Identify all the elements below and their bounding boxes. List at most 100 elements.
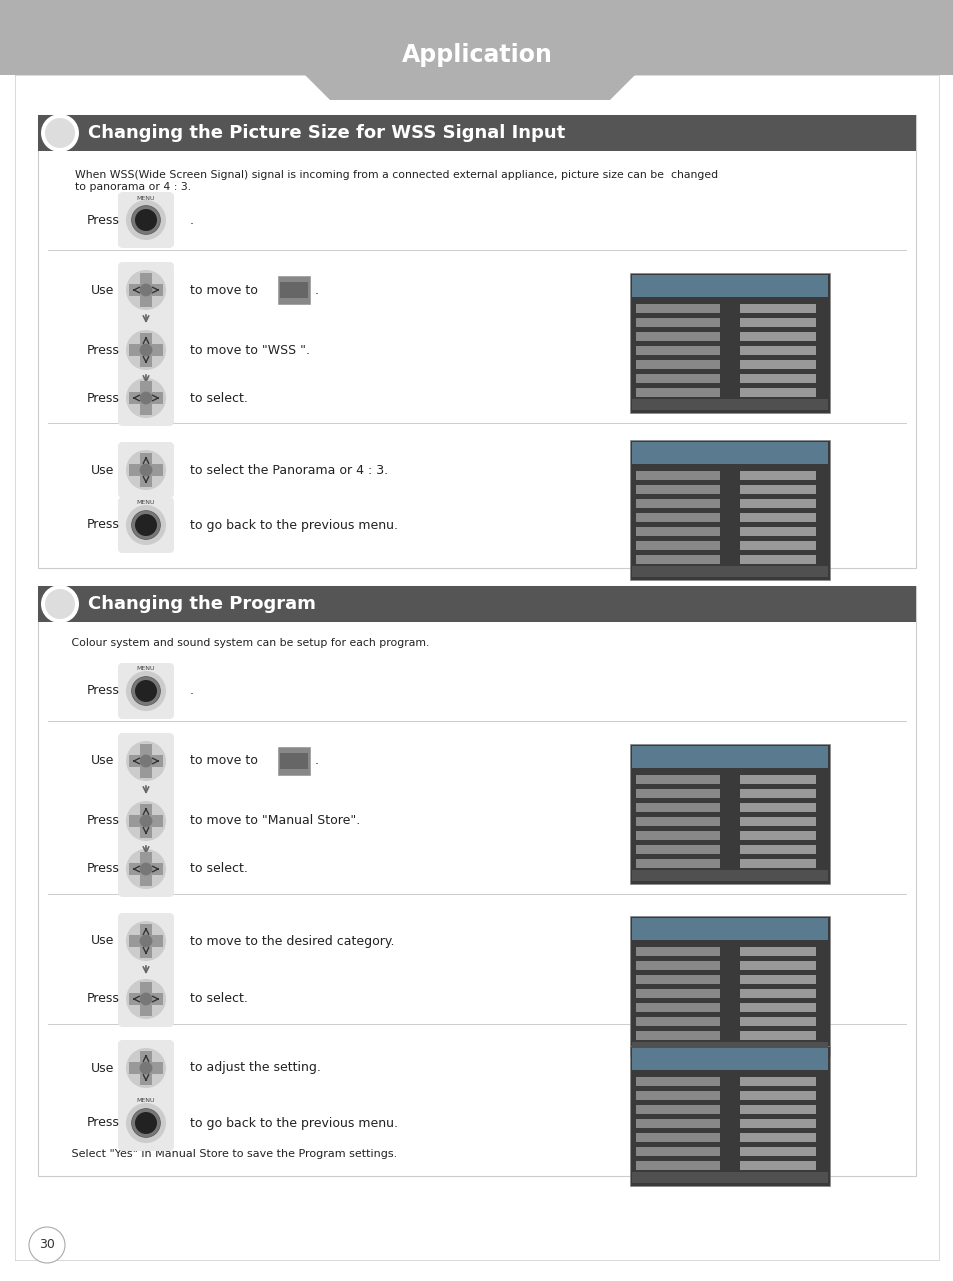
Text: When WSS(Wide Screen Signal) signal is incoming from a connected external applia: When WSS(Wide Screen Signal) signal is i… — [68, 170, 718, 192]
Text: Press: Press — [87, 519, 119, 532]
Text: MENU: MENU — [136, 1099, 155, 1103]
Bar — [740, 961, 815, 970]
Circle shape — [139, 464, 152, 477]
Text: to go back to the previous menu.: to go back to the previous menu. — [190, 1117, 397, 1130]
Text: to select.: to select. — [190, 392, 248, 405]
Text: Press: Press — [87, 392, 119, 405]
Bar — [140, 924, 152, 958]
Bar — [636, 1161, 720, 1170]
Circle shape — [132, 1108, 160, 1138]
Text: Changing the Picture Size for WSS Signal Input: Changing the Picture Size for WSS Signal… — [88, 124, 565, 142]
Bar — [38, 585, 915, 1176]
Circle shape — [139, 815, 152, 828]
Bar — [636, 318, 720, 327]
Bar — [636, 975, 720, 984]
FancyBboxPatch shape — [118, 664, 173, 719]
Bar — [140, 744, 152, 778]
Bar — [636, 332, 720, 341]
Text: to move to: to move to — [190, 755, 257, 767]
FancyBboxPatch shape — [118, 192, 173, 249]
Bar — [636, 346, 720, 355]
Bar — [636, 947, 720, 956]
Bar — [140, 804, 152, 838]
Bar — [740, 484, 815, 494]
Text: Select "Yes" in Manual Store to save the Program settings.: Select "Yes" in Manual Store to save the… — [68, 1149, 396, 1159]
Bar — [636, 1104, 720, 1114]
Text: Use: Use — [91, 1062, 114, 1075]
Circle shape — [126, 801, 166, 842]
Bar — [631, 1172, 827, 1184]
Circle shape — [126, 378, 166, 418]
FancyBboxPatch shape — [118, 263, 173, 318]
FancyBboxPatch shape — [118, 842, 173, 897]
Text: to select.: to select. — [190, 862, 248, 875]
Bar — [629, 1047, 829, 1186]
Bar — [740, 1091, 815, 1100]
Bar — [740, 526, 815, 535]
Circle shape — [139, 283, 152, 296]
Bar — [629, 744, 829, 884]
Bar — [636, 304, 720, 313]
Bar — [38, 585, 915, 623]
Text: to move to "Manual Store".: to move to "Manual Store". — [190, 815, 360, 828]
Bar — [140, 273, 152, 307]
Bar — [129, 392, 163, 404]
Text: Use: Use — [91, 464, 114, 477]
Circle shape — [126, 671, 166, 711]
Bar — [740, 318, 815, 327]
Text: .: . — [314, 283, 318, 296]
Bar — [636, 512, 720, 521]
Text: Press: Press — [87, 214, 119, 227]
FancyBboxPatch shape — [118, 322, 173, 378]
Text: .: . — [190, 684, 193, 697]
Bar — [636, 1017, 720, 1026]
Bar — [740, 512, 815, 521]
Bar — [636, 803, 720, 812]
Bar — [740, 831, 815, 840]
Circle shape — [132, 205, 160, 234]
Text: Colour system and sound system can be setup for each program.: Colour system and sound system can be se… — [68, 638, 429, 648]
Text: to select.: to select. — [190, 993, 248, 1006]
Text: .: . — [190, 214, 193, 227]
Bar — [740, 1146, 815, 1155]
Circle shape — [135, 209, 157, 231]
Circle shape — [126, 1103, 166, 1143]
Bar — [129, 993, 163, 1004]
Bar — [740, 374, 815, 383]
Text: Application: Application — [401, 44, 552, 67]
Bar — [636, 555, 720, 564]
Bar — [740, 1077, 815, 1086]
Bar — [740, 304, 815, 313]
Bar — [740, 817, 815, 826]
Circle shape — [139, 755, 152, 767]
FancyBboxPatch shape — [118, 442, 173, 498]
Bar — [129, 1062, 163, 1073]
Bar — [631, 1041, 827, 1053]
Bar — [280, 753, 308, 770]
Bar — [629, 439, 829, 580]
Text: to adjust the setting.: to adjust the setting. — [190, 1062, 320, 1075]
Text: Use: Use — [91, 935, 114, 948]
Bar — [740, 471, 815, 480]
Bar — [631, 398, 827, 410]
Circle shape — [126, 270, 166, 310]
FancyBboxPatch shape — [118, 733, 173, 888]
Bar — [140, 380, 152, 415]
Text: Press: Press — [87, 815, 119, 828]
Text: .: . — [314, 755, 318, 767]
FancyBboxPatch shape — [118, 1095, 173, 1152]
Text: MENU: MENU — [136, 196, 155, 201]
Text: to move to the desired category.: to move to the desired category. — [190, 935, 395, 948]
Bar — [280, 282, 308, 298]
Text: MENU: MENU — [136, 501, 155, 506]
Bar — [636, 388, 720, 397]
Bar — [740, 1031, 815, 1040]
Bar — [631, 442, 827, 465]
Circle shape — [139, 862, 152, 875]
Bar — [740, 775, 815, 784]
Bar — [740, 947, 815, 956]
Circle shape — [139, 935, 152, 948]
Bar — [740, 555, 815, 564]
Bar — [636, 374, 720, 383]
Text: Press: Press — [87, 684, 119, 697]
